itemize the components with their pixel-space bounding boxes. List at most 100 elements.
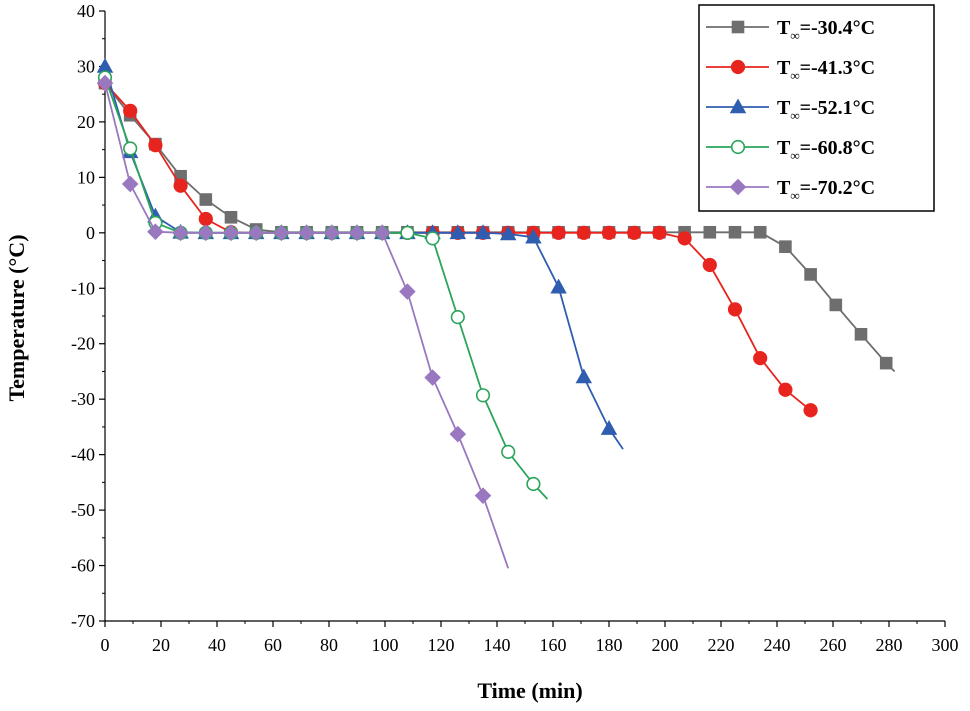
- x-tick-label: 120: [428, 635, 455, 655]
- y-tick-label: 0: [86, 223, 95, 243]
- legend-label: T∞=-60.8°C: [777, 137, 875, 163]
- data-point-triangle: [525, 228, 542, 244]
- series-4: [97, 70, 549, 500]
- legend-label-sub: ∞: [790, 188, 799, 203]
- y-axis-title: Temperature (°C): [4, 234, 29, 401]
- data-point-triangle: [729, 98, 747, 114]
- legend-label-sub: ∞: [790, 28, 799, 43]
- data-point-square: [829, 298, 843, 312]
- data-point-diamond: [424, 369, 441, 386]
- legend-label-main: T: [777, 97, 791, 119]
- data-point-triangle: [550, 278, 567, 294]
- data-point-triangle: [575, 368, 593, 384]
- y-tick-label: 20: [77, 112, 95, 132]
- data-point-circle: [123, 141, 138, 156]
- legend-label-main: T: [777, 17, 791, 39]
- legend: T∞=-30.4°CT∞=-41.3°CT∞=-52.1°CT∞=-60.8°C…: [698, 4, 935, 212]
- data-point-diamond: [172, 224, 189, 242]
- x-tick-label: 140: [484, 635, 511, 655]
- legend-label-main: T: [777, 57, 791, 79]
- y-tick-label: -20: [71, 334, 95, 354]
- x-tick-label: 60: [264, 635, 282, 655]
- data-point-diamond: [298, 224, 315, 242]
- series-line: [104, 77, 549, 500]
- data-point-square: [854, 327, 868, 341]
- data-point-diamond: [373, 224, 391, 242]
- data-point-triangle: [600, 420, 618, 435]
- data-point-diamond: [197, 224, 215, 242]
- data-point-triangle: [499, 225, 517, 241]
- series-layer: [96, 57, 896, 569]
- y-tick-label: 40: [77, 1, 95, 21]
- x-tick-label: 100: [372, 635, 399, 655]
- data-point-circle: [576, 225, 591, 240]
- data-point-circle: [148, 138, 163, 153]
- y-tick-label: 30: [77, 56, 95, 76]
- data-point-square: [804, 268, 817, 281]
- x-tick-label: 80: [320, 635, 338, 655]
- data-point-circle: [551, 225, 566, 240]
- data-point-square: [753, 225, 767, 239]
- data-point-diamond: [121, 175, 139, 193]
- data-point-square: [728, 225, 742, 239]
- data-point-diamond: [247, 224, 265, 242]
- data-point-circle: [730, 139, 746, 155]
- data-point-square: [703, 225, 717, 239]
- data-point-circle: [753, 351, 768, 366]
- y-tick-label: -40: [71, 445, 95, 465]
- data-point-circle: [778, 382, 793, 397]
- x-tick-label: 240: [764, 635, 791, 655]
- x-tick-label: 200: [652, 635, 679, 655]
- legend-label-main: T: [777, 137, 791, 159]
- y-tick-label: 10: [77, 167, 95, 187]
- series-line: [104, 66, 624, 450]
- x-tick-label: 40: [208, 635, 226, 655]
- data-point-square: [224, 210, 238, 224]
- data-point-diamond: [147, 223, 164, 240]
- series-5: [96, 74, 510, 569]
- data-point-square: [731, 20, 745, 34]
- data-point-circle: [627, 225, 642, 240]
- data-point-square: [879, 356, 893, 370]
- data-point-square: [199, 193, 213, 206]
- x-tick-label: 300: [932, 635, 959, 655]
- data-point-circle: [450, 310, 465, 325]
- data-point-square: [779, 240, 792, 253]
- data-point-diamond: [474, 487, 492, 504]
- legend-label-sub: ∞: [790, 148, 799, 163]
- data-point-diamond: [348, 224, 366, 242]
- legend-label-sub: ∞: [790, 108, 799, 123]
- x-tick-label: 280: [876, 635, 903, 655]
- x-tick-label: 260: [820, 635, 847, 655]
- data-point-diamond: [323, 224, 341, 242]
- legend-label-value: =-60.8°C: [800, 137, 876, 159]
- y-tick-label: -70: [71, 611, 95, 631]
- data-point-circle: [198, 211, 213, 227]
- legend-label-value: =-52.1°C: [800, 97, 876, 119]
- x-tick-label: 160: [540, 635, 567, 655]
- legend-label-value: =-41.3°C: [800, 57, 876, 79]
- data-point-circle: [173, 178, 188, 193]
- legend-label-value: =-30.4°C: [800, 17, 876, 39]
- data-point-circle: [526, 476, 541, 492]
- data-point-circle: [475, 388, 491, 403]
- x-axis-title: Time (min): [477, 678, 582, 703]
- data-point-triangle: [449, 224, 467, 240]
- x-tick-label: 20: [152, 635, 170, 655]
- x-tick-label: 0: [101, 635, 110, 655]
- legend-label-value: =-70.2°C: [800, 177, 876, 199]
- data-point-diamond: [399, 283, 416, 300]
- data-point-circle: [677, 231, 692, 246]
- data-point-circle: [730, 59, 746, 75]
- y-tick-label: -30: [71, 389, 95, 409]
- data-point-circle: [803, 403, 818, 418]
- legend-label: T∞=-41.3°C: [777, 57, 875, 83]
- legend-label-main: T: [777, 177, 791, 199]
- legend-label: T∞=-52.1°C: [777, 97, 875, 123]
- y-tick-label: -10: [71, 278, 95, 298]
- x-tick-label: 220: [708, 635, 735, 655]
- data-point-circle: [702, 257, 717, 273]
- data-point-diamond: [222, 224, 240, 242]
